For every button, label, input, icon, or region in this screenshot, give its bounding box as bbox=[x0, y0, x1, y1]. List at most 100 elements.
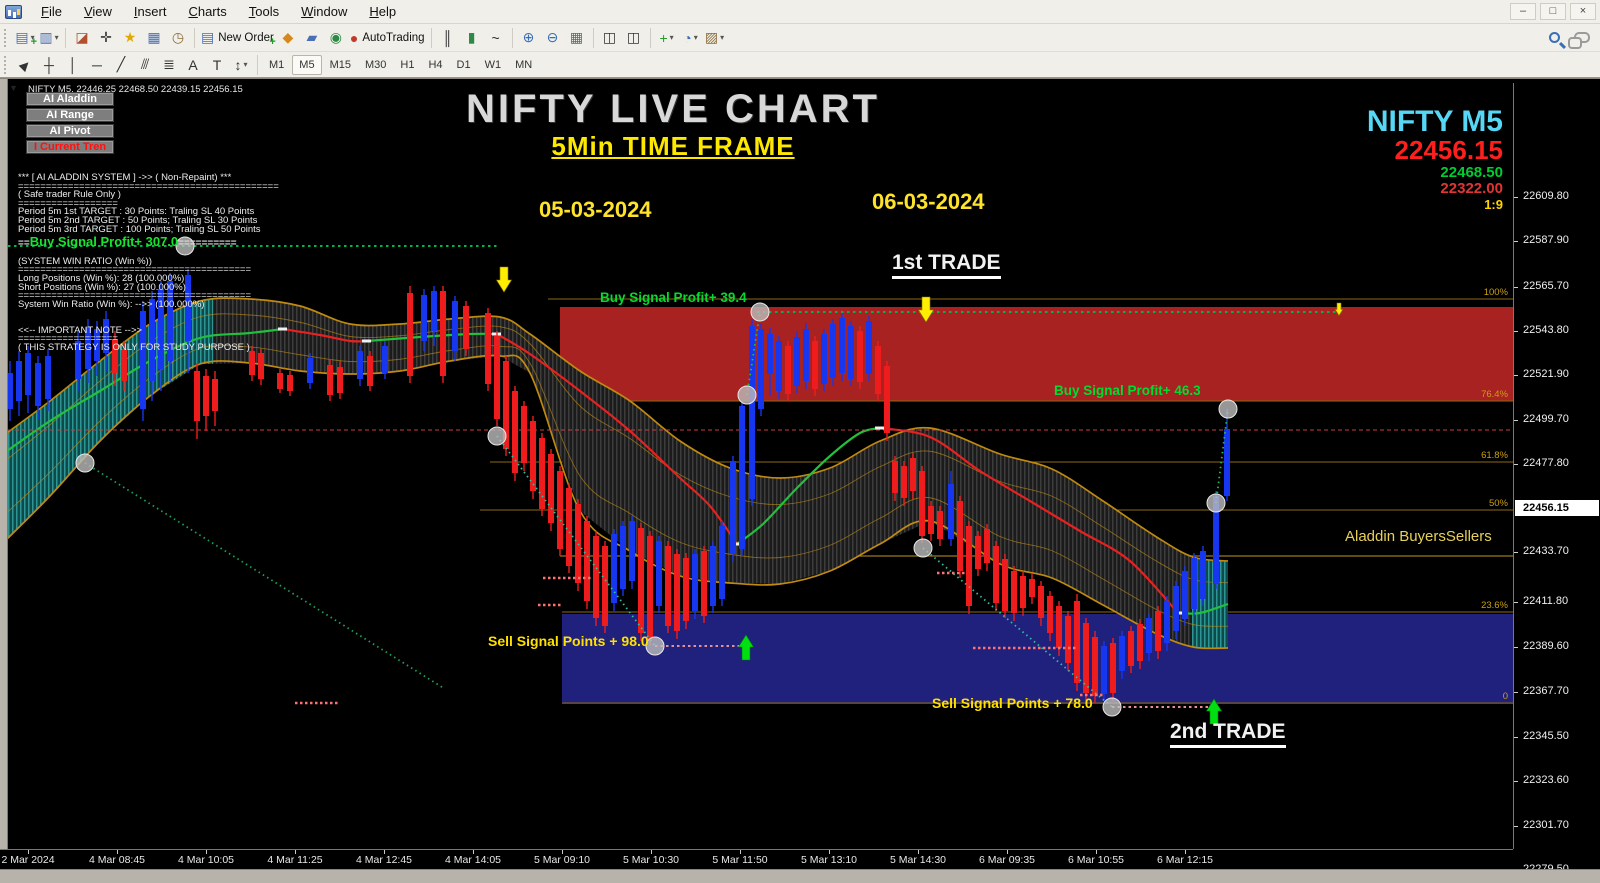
button-ai-pivot[interactable]: AI Pivot bbox=[26, 124, 114, 138]
candle bbox=[431, 291, 437, 331]
candle bbox=[1128, 631, 1134, 666]
profiles-button[interactable]: ▥ ▾ bbox=[39, 29, 59, 45]
indicators-button[interactable]: + ▾ bbox=[659, 29, 674, 46]
signal-anchor[interactable] bbox=[75, 453, 95, 473]
chart-canvas[interactable]: ▼ NIFTY M5, 22446.25 22468.50 22439.15 2… bbox=[0, 83, 1513, 849]
ohlc-readout: NIFTY M5, 22446.25 22468.50 22439.15 224… bbox=[28, 84, 243, 95]
window-controls: – □ × bbox=[1510, 3, 1596, 20]
high-price: 22468.50 bbox=[1440, 164, 1503, 181]
scripts-button[interactable]: ▰ bbox=[300, 27, 324, 49]
signal-anchor[interactable] bbox=[487, 426, 507, 446]
expert-advisors-button[interactable]: ◆ bbox=[276, 27, 300, 49]
price-axis-label: 22367.70 bbox=[1523, 685, 1569, 697]
bar-chart-button[interactable]: ║ bbox=[436, 27, 460, 49]
signal-anchor[interactable] bbox=[913, 538, 933, 558]
arrows-tool-button[interactable]: ↕ ▾ bbox=[234, 56, 248, 73]
favorites-button[interactable]: ★ bbox=[118, 27, 142, 49]
candle bbox=[494, 336, 500, 419]
text-label-button[interactable]: T bbox=[205, 54, 229, 76]
button-i-current-tren[interactable]: I Current Tren bbox=[26, 140, 114, 154]
timeframe-d1[interactable]: D1 bbox=[456, 58, 471, 71]
new-chart-button[interactable]: ▤ + ▾ bbox=[15, 29, 37, 48]
crosshair-tool-button[interactable]: ┼ bbox=[37, 54, 61, 76]
templates-button[interactable]: ▨ ▾ bbox=[704, 29, 725, 45]
window-layout-button[interactable]: ▦ bbox=[142, 27, 166, 49]
menu-window[interactable]: Window bbox=[301, 4, 348, 19]
menu-file[interactable]: File bbox=[41, 4, 62, 19]
candle bbox=[1213, 496, 1219, 584]
minimize-button[interactable]: – bbox=[1510, 3, 1536, 20]
search-icon[interactable] bbox=[1549, 32, 1560, 43]
menu-view[interactable]: View bbox=[83, 4, 112, 19]
chart-title: NIFTY LIVE CHART bbox=[466, 87, 880, 131]
horizontal-line-button[interactable]: ─ bbox=[85, 54, 109, 76]
timeframe-m30[interactable]: M30 bbox=[364, 58, 387, 71]
timeframe-h1[interactable]: H1 bbox=[400, 58, 415, 71]
candle bbox=[730, 461, 736, 554]
zoom-out-button[interactable]: ⊖ bbox=[541, 27, 565, 49]
collapse-triangle-icon[interactable]: ▼ bbox=[9, 83, 18, 93]
timeframe-h4[interactable]: H4 bbox=[428, 58, 443, 71]
timeframe-w1[interactable]: W1 bbox=[484, 58, 502, 71]
candle-chart-button[interactable]: ▮ bbox=[460, 27, 484, 49]
equidistant-channel-icon: ⫻ bbox=[140, 56, 150, 72]
info-line: ========================================… bbox=[18, 290, 252, 302]
signal-anchor[interactable] bbox=[750, 302, 770, 322]
search-history-button[interactable]: ◷ bbox=[166, 27, 190, 49]
signal-anchor[interactable] bbox=[175, 236, 195, 256]
price-axis-label: 22499.70 bbox=[1523, 413, 1569, 425]
line-chart-button[interactable]: ~ bbox=[484, 27, 508, 49]
chart-forward-button[interactable]: ◫ bbox=[622, 27, 646, 49]
candle bbox=[1038, 586, 1044, 618]
signal-anchor[interactable] bbox=[737, 385, 757, 405]
candle bbox=[575, 504, 581, 583]
chat-icon[interactable] bbox=[1568, 32, 1590, 49]
equidistant-channel-button[interactable]: ⫻ bbox=[133, 54, 157, 76]
menu-charts[interactable]: Charts bbox=[188, 4, 227, 19]
line-chart-icon: ~ bbox=[491, 29, 500, 46]
fibonacci-button[interactable]: ≣ bbox=[157, 54, 181, 76]
candle bbox=[758, 329, 764, 409]
menu-bar: File View Insert Charts Tools Window Help – □ × bbox=[0, 0, 1600, 24]
timeframe-m15[interactable]: M15 bbox=[329, 58, 351, 71]
button-ai-aladdin[interactable]: AI Aladdin bbox=[26, 92, 114, 106]
signal-anchor[interactable] bbox=[645, 636, 665, 656]
cursor-button[interactable]: ▶ bbox=[13, 54, 37, 76]
menu-insert[interactable]: Insert bbox=[133, 4, 167, 19]
vertical-line-icon: │ bbox=[68, 56, 78, 73]
candle bbox=[839, 318, 845, 373]
candle bbox=[776, 341, 782, 391]
candle bbox=[1002, 559, 1008, 611]
menu-tools[interactable]: Tools bbox=[248, 4, 280, 19]
autotrading-button[interactable]: ● AutoTrading bbox=[349, 29, 425, 46]
candle bbox=[710, 546, 716, 606]
timeframe-m1[interactable]: M1 bbox=[269, 58, 285, 71]
close-button[interactable]: × bbox=[1570, 3, 1596, 20]
info-line: *** [ AI ALADDIN SYSTEM ] ->> ( Non-Repa… bbox=[18, 172, 232, 183]
crosshair-button[interactable]: ✛ bbox=[94, 27, 118, 49]
candle bbox=[785, 346, 791, 394]
fib-level-label: 50% bbox=[1488, 498, 1508, 509]
info-line: ========================================… bbox=[18, 180, 279, 192]
chart-shift-button[interactable]: ◪ bbox=[70, 27, 94, 49]
fib-level-label: 76.4% bbox=[1481, 389, 1508, 400]
button-ai-range[interactable]: AI Range bbox=[26, 108, 114, 122]
auto-arrange-button[interactable]: ◫ bbox=[598, 27, 622, 49]
signal-anchor[interactable] bbox=[1206, 493, 1226, 513]
text-button[interactable]: A bbox=[181, 54, 205, 76]
signal-anchor[interactable] bbox=[1102, 697, 1122, 717]
timeframe-mn[interactable]: MN bbox=[515, 58, 533, 71]
trade2-label: 2nd TRADE bbox=[1170, 720, 1286, 748]
signal-anchor[interactable] bbox=[1218, 399, 1238, 419]
menu-help[interactable]: Help bbox=[369, 4, 397, 19]
tile-windows-button[interactable]: ▦ bbox=[565, 27, 589, 49]
market-button[interactable]: ◉ bbox=[324, 27, 348, 49]
timeframe-m5[interactable]: M5 bbox=[292, 54, 322, 75]
restore-button[interactable]: □ bbox=[1540, 3, 1566, 20]
new-order-button[interactable]: ▤ + New Order bbox=[201, 29, 276, 48]
price-chart[interactable] bbox=[0, 83, 1513, 849]
periods-button[interactable]: ◔ ▾ bbox=[683, 29, 698, 46]
trendline-button[interactable]: ╱ bbox=[109, 54, 133, 76]
zoom-in-button[interactable]: ⊕ bbox=[517, 27, 541, 49]
vertical-line-button[interactable]: │ bbox=[61, 54, 85, 76]
